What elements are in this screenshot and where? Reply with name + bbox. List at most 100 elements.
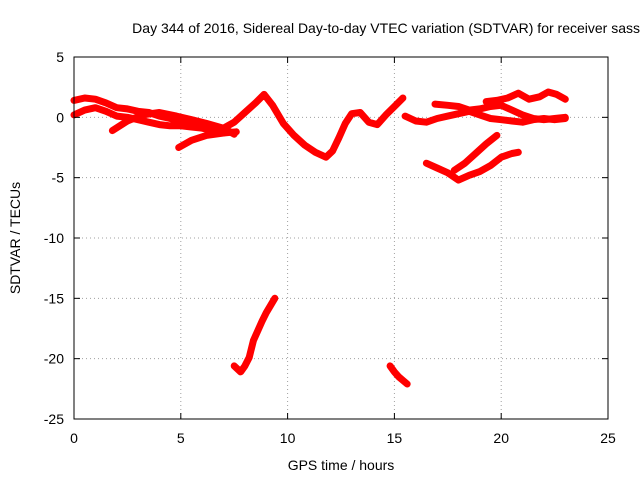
data-point [487,115,494,122]
data-point [267,302,274,309]
data-point [342,120,349,127]
data-point [540,116,547,123]
data-point [432,101,438,108]
data-point [312,149,319,156]
data-point [145,119,152,126]
series-track-j [230,294,279,376]
data-point [412,118,419,124]
data-point [562,114,569,121]
data-point [259,318,265,325]
data-point [451,167,458,174]
data-point [515,149,522,156]
data-point [167,122,174,129]
data-point [199,125,206,132]
data-point [508,107,515,114]
data-point [92,104,99,111]
data-point [387,362,394,369]
data-point [519,111,526,118]
y-tick-label: -15 [44,290,64,306]
data-point [280,120,287,127]
data-point [374,121,381,128]
data-point [252,99,259,106]
data-point [357,109,364,116]
data-point [391,368,398,375]
series-track-i [450,131,501,174]
data-point [175,144,182,151]
data-point [526,96,532,103]
data-point [493,97,500,104]
data-point [269,102,276,109]
data-point [455,110,462,117]
data-point [476,111,483,118]
x-tick-label: 25 [600,430,616,446]
y-axis-ticks: -25 -20 -15 -10 -5 0 5 [44,49,608,427]
data-point [476,168,483,175]
series-track-h [422,148,522,184]
series-track-d [175,128,240,151]
data-point [263,309,270,316]
data-point [203,132,210,139]
data-point [498,154,505,161]
data-point [250,337,257,344]
data-point [391,103,398,110]
data-point [81,95,88,101]
data-point [423,119,430,126]
data-point [399,377,406,384]
data-point [109,127,116,134]
y-tick-label: 0 [56,109,64,125]
x-tick-label: 5 [177,430,185,446]
data-point [476,105,483,112]
data-point [348,110,355,117]
data-points [70,88,569,388]
data-point [113,113,120,120]
data-point [530,115,537,122]
y-tick-label: -5 [52,170,65,186]
data-point [423,160,430,167]
data-point [434,165,441,171]
data-point [291,132,297,139]
data-point [177,122,184,129]
data-point [254,327,261,334]
y-axis-label: SDTVAR / TECUs [7,182,23,294]
x-axis-ticks: 0 5 10 15 20 25 [70,57,616,446]
data-point [301,142,308,149]
data-point [508,150,515,157]
data-point [173,113,180,120]
data-point [220,130,227,136]
data-point [472,150,479,157]
data-point [444,113,451,120]
x-tick-label: 20 [493,430,509,446]
data-point [113,104,120,111]
data-point [237,368,244,375]
x-tick-label: 15 [387,430,403,446]
data-point [365,119,372,126]
series-track-k [386,362,411,388]
data-point [139,111,146,118]
data-point [455,103,462,110]
series-track-f [431,100,569,124]
data-point [498,116,505,123]
data-point [241,109,248,116]
x-axis-label: GPS time / hours [288,457,395,473]
data-point [156,121,163,128]
data-point [188,116,195,123]
data-point [335,134,342,141]
data-point [103,99,109,106]
data-point [329,148,336,155]
data-point [233,128,240,135]
chart-title: Day 344 of 2016, Sidereal Day-to-day VTE… [132,20,640,36]
data-point [399,95,406,101]
data-point [519,119,526,126]
data-point [498,102,505,109]
data-point [103,108,109,115]
data-point [124,118,131,124]
data-point [124,105,131,112]
data-point [504,95,511,101]
data-point [553,91,560,98]
data-point [455,177,462,184]
data-point [515,90,522,97]
data-point [487,162,494,169]
data-point [395,373,402,380]
data-point [188,124,195,130]
data-point [188,137,195,144]
